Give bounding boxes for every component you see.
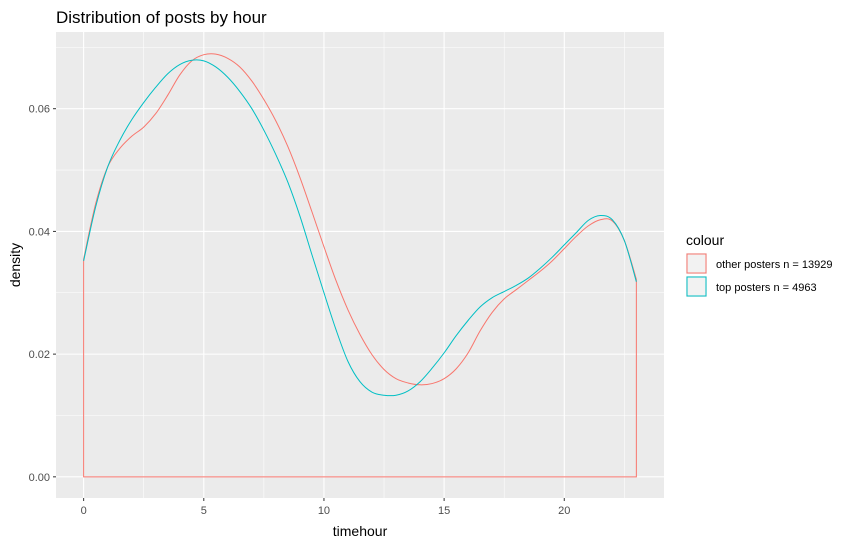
x-axis-title: timehour xyxy=(333,523,388,539)
y-axis-title: density xyxy=(7,243,23,287)
grid-lines xyxy=(56,32,664,498)
y-tick-label: 0.02 xyxy=(29,349,50,361)
series-line xyxy=(83,53,637,478)
series-lines xyxy=(83,53,637,478)
legend-label: top posters n = 4963 xyxy=(716,282,817,294)
x-tick-label: 15 xyxy=(438,505,450,517)
y-tick-label: 0.04 xyxy=(29,226,50,238)
plot-panel xyxy=(56,32,664,498)
legend-label: other posters n = 13929 xyxy=(716,259,833,271)
legend-key-background xyxy=(686,276,707,297)
legend-title: colour xyxy=(686,232,724,248)
x-tick-label: 20 xyxy=(558,505,570,517)
legend-key xyxy=(686,276,707,297)
legend-key-background xyxy=(686,253,707,274)
chart-title: Distribution of posts by hour xyxy=(56,8,267,27)
x-tick-label: 0 xyxy=(81,505,87,517)
y-tick-label: 0.00 xyxy=(29,472,50,484)
x-tick-label: 5 xyxy=(201,505,207,517)
legend: colour other posters n = 13929 top poster… xyxy=(686,232,833,297)
legend-key xyxy=(686,253,707,274)
x-tick-label: 10 xyxy=(318,505,330,517)
y-tick-label: 0.06 xyxy=(29,104,50,116)
axis-ticks: 0 5 10 15 20 0.00 0.02 0.04 0.06 xyxy=(29,104,571,517)
series-line xyxy=(83,59,637,397)
